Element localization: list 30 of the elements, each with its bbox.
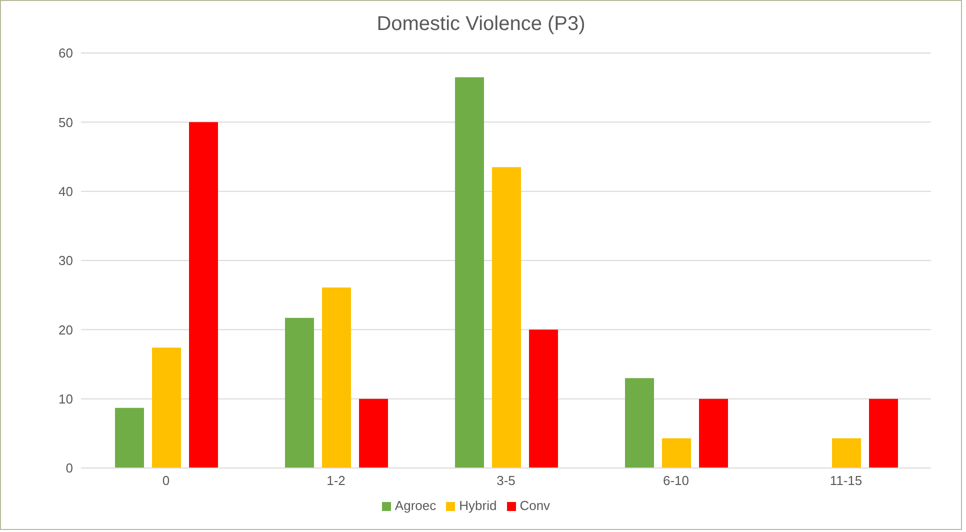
y-tick-label: 10 [58, 391, 73, 406]
bar [699, 398, 728, 468]
y-tick-label: 50 [58, 114, 73, 130]
y-tick-label: 30 [58, 253, 73, 268]
y-tick-label: 20 [58, 322, 73, 338]
bar [869, 398, 898, 468]
bar [625, 378, 654, 468]
x-tick-label: 3-5 [496, 473, 516, 488]
legend-label: Hybrid [459, 498, 497, 513]
x-tick-label: 1-2 [326, 473, 346, 488]
bar [152, 348, 181, 468]
bar [115, 408, 144, 468]
bar [662, 438, 691, 468]
x-tick-label: 0 [162, 473, 170, 488]
legend-label: Agroec [394, 498, 436, 513]
chart-title: Domestic Violence (P3) [376, 13, 586, 37]
bar [359, 398, 388, 468]
legend-label: Conv [520, 498, 550, 513]
bar [529, 330, 558, 468]
y-tick-label: 0 [66, 460, 73, 476]
x-tick-label: 6-10 [662, 473, 690, 488]
bar [322, 287, 351, 468]
y-tick-label: 60 [58, 46, 73, 61]
y-tick-label: 40 [58, 184, 73, 199]
x-tick-label: 11-15 [830, 473, 862, 488]
bar [492, 167, 521, 468]
bar [189, 122, 218, 468]
bar [832, 438, 861, 468]
bar [455, 77, 484, 468]
bar [285, 318, 314, 468]
